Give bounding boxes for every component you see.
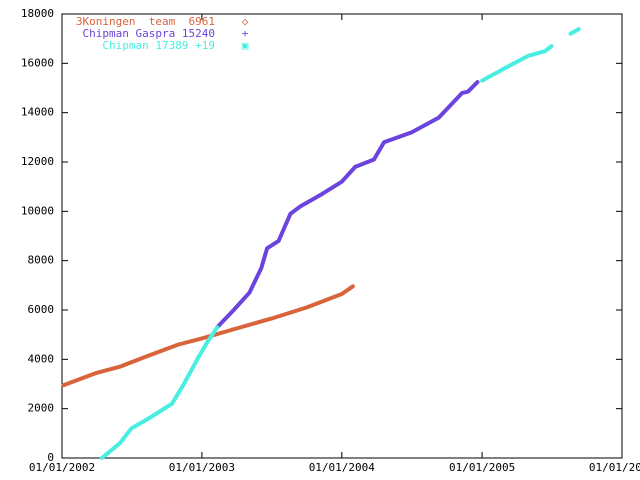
- y-tick-label: 16000: [21, 56, 54, 69]
- y-tick-label: 14000: [21, 106, 54, 119]
- y-tick-label: 2000: [28, 402, 55, 415]
- plot-frame: [61, 13, 623, 459]
- series-line: [215, 80, 480, 330]
- y-tick-label: 18000: [21, 7, 54, 20]
- y-tick-label: 0: [47, 451, 54, 464]
- x-tick-label: 01/01/2005: [449, 461, 515, 474]
- legend-symbol: ◇: [242, 15, 249, 28]
- legend-label: 3Koningen team 6961: [76, 15, 215, 28]
- legend-symbol: +: [242, 27, 249, 40]
- series-line: [61, 284, 355, 388]
- x-tick-label: 01/01/2002: [29, 461, 95, 474]
- y-tick-label: 12000: [21, 155, 54, 168]
- legend-symbol: ▣: [242, 39, 249, 52]
- x-tick-label: 01/01/2006: [589, 461, 640, 474]
- x-tick-label: 01/01/2003: [169, 461, 235, 474]
- series-line: [99, 27, 581, 460]
- y-tick-label: 6000: [28, 303, 55, 316]
- legend-label: Chipman 17389 +19: [102, 39, 215, 52]
- y-tick-label: 8000: [28, 254, 55, 267]
- y-tick-label: 10000: [21, 204, 54, 217]
- x-tick-label: 01/01/2004: [309, 461, 376, 474]
- legend-label: Chipman Gaspra 15240: [83, 27, 215, 40]
- y-tick-label: 4000: [28, 352, 55, 365]
